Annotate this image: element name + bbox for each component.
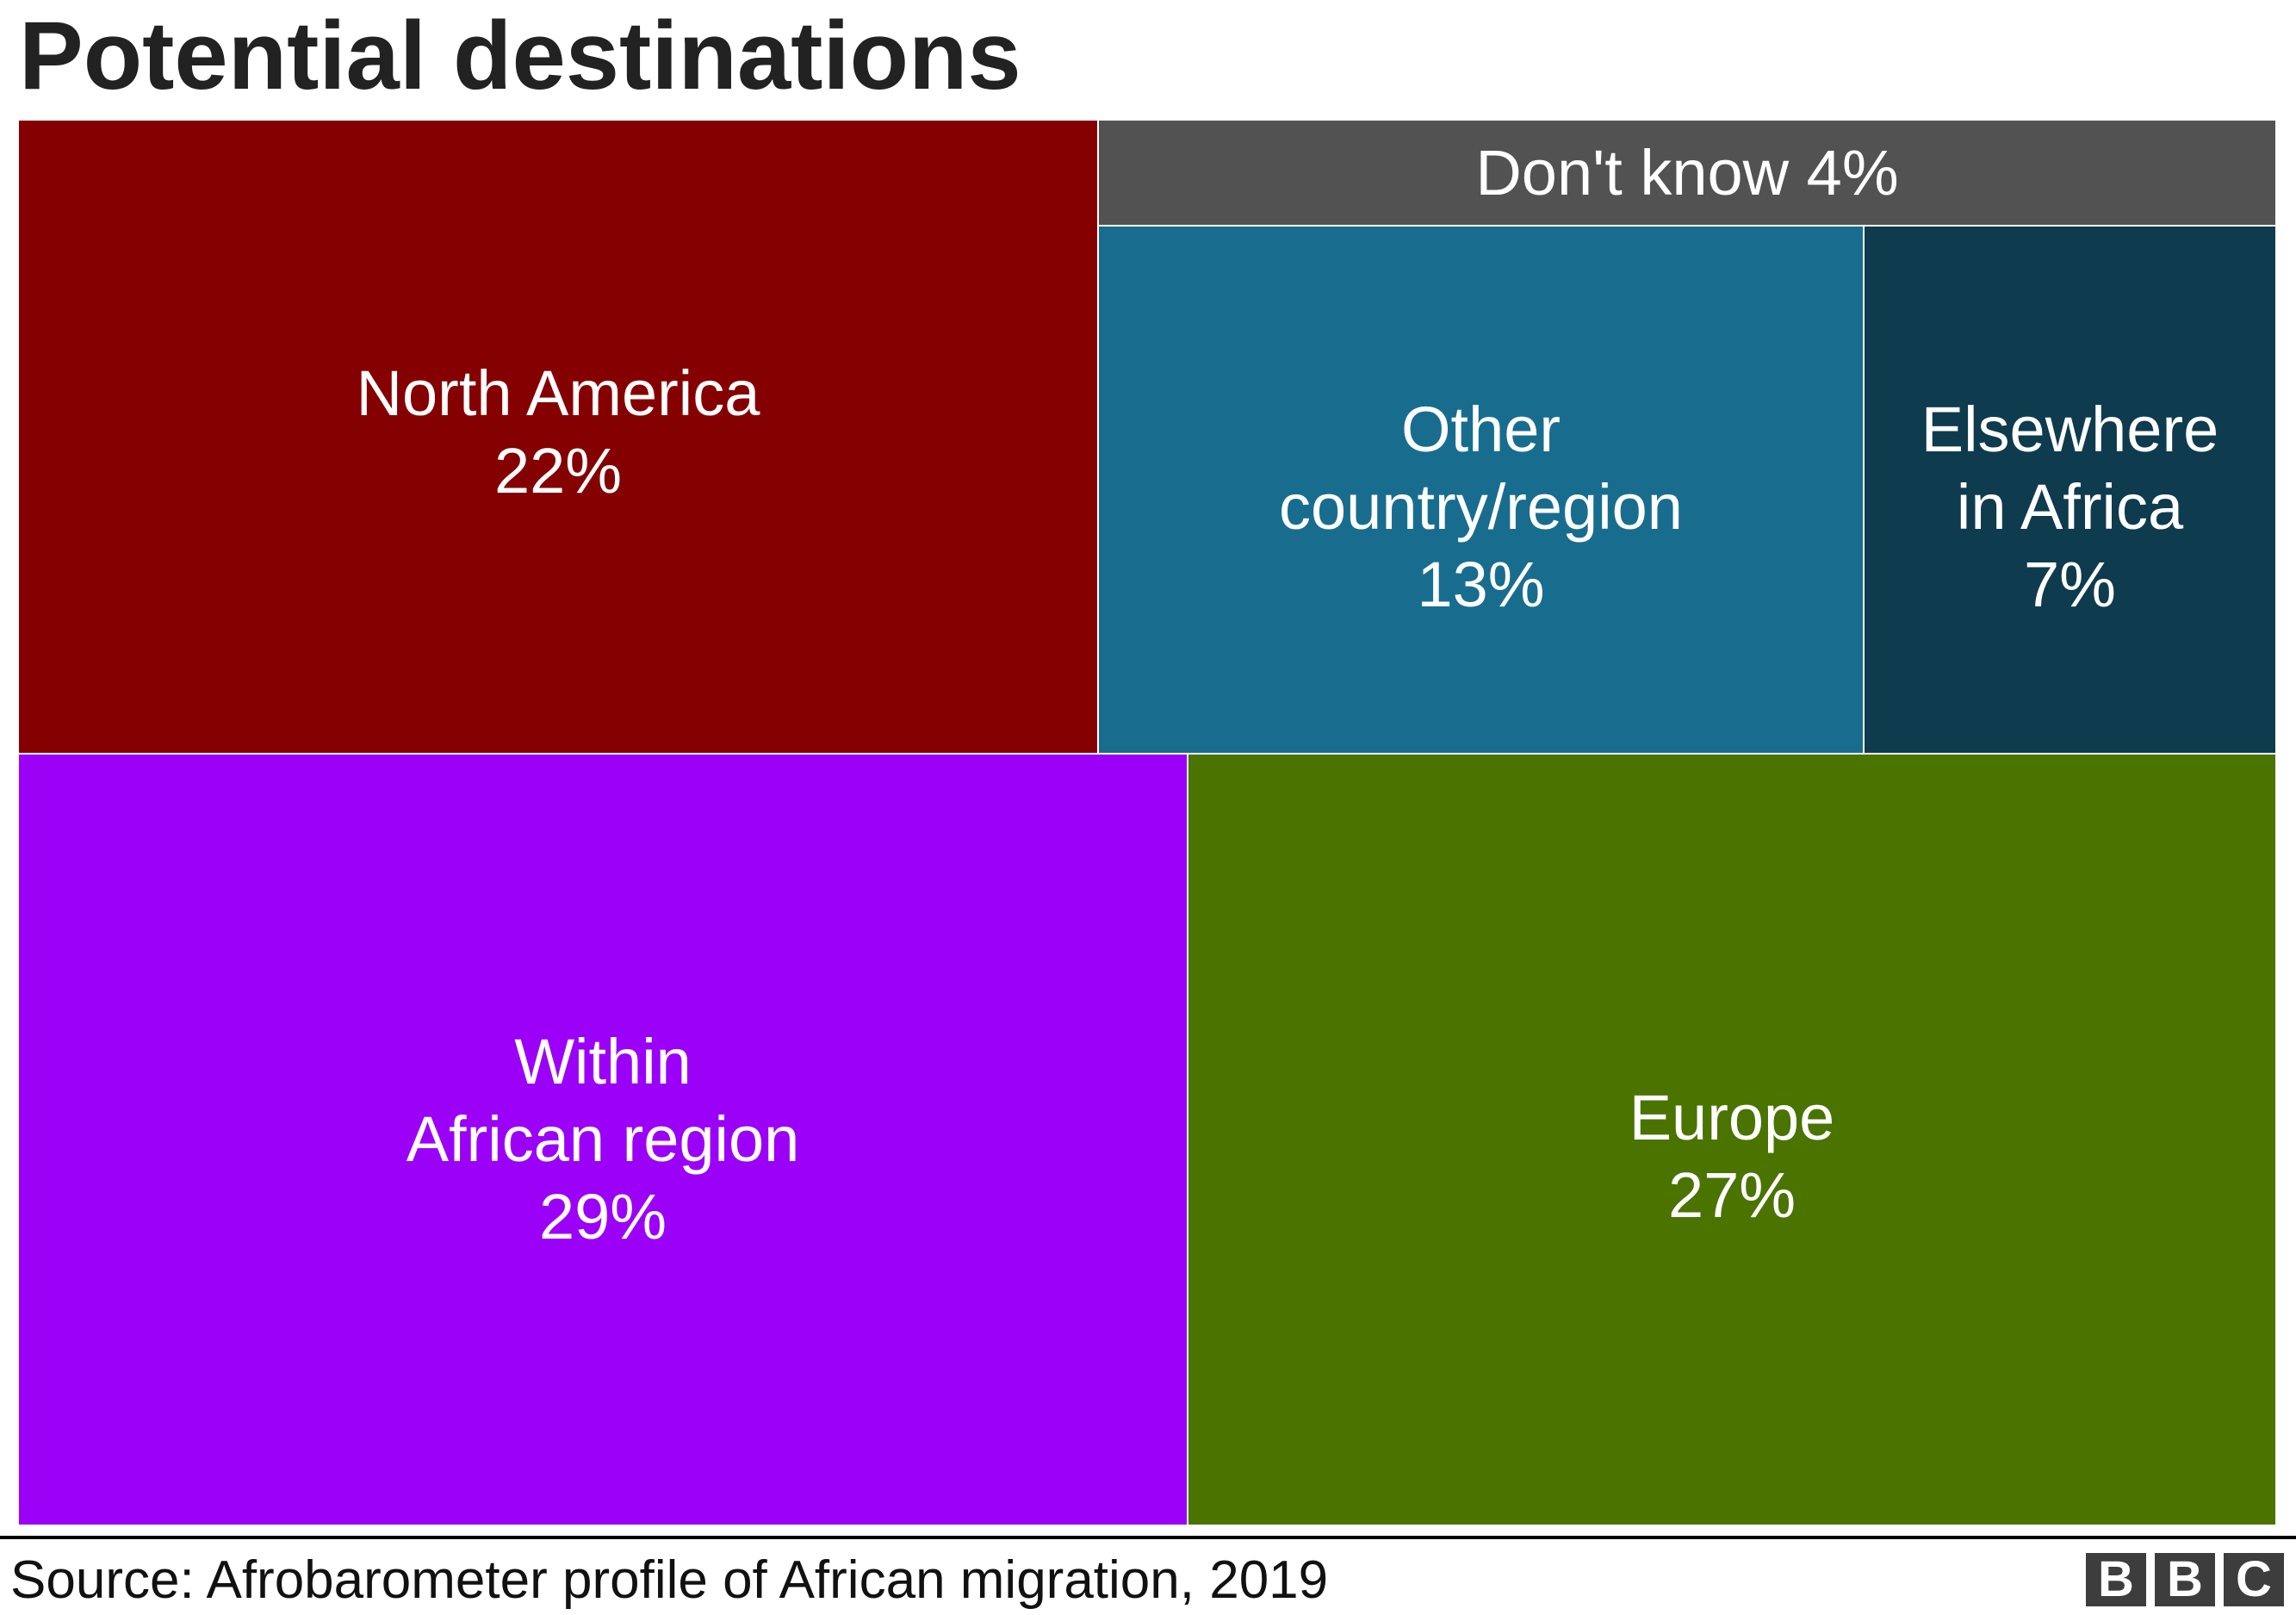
treemap-tile-other-country-region: Other country/region 13% (1099, 227, 1865, 755)
bbc-logo-letter-3: C (2224, 1553, 2284, 1606)
treemap-tile-label: North America 22% (356, 357, 760, 506)
treemap-tile-don-t-know: Don't know 4% (1099, 121, 2277, 227)
bbc-logo-letter-1: B (2086, 1553, 2146, 1606)
bbc-logo: B B C (2086, 1553, 2284, 1606)
treemap-tile-elsewhere-in-africa: Elsewhere in Africa 7% (1865, 227, 2277, 755)
treemap-tile-label: Elsewhere in Africa 7% (1921, 393, 2219, 620)
bbc-logo-letter-2: B (2155, 1553, 2215, 1606)
treemap-tile-label: Within African region 29% (406, 1026, 800, 1252)
footer-divider (0, 1536, 2296, 1539)
treemap-tile-label: Other country/region 13% (1279, 393, 1683, 620)
source-note: Source: Afrobarometer profile of African… (10, 1550, 1329, 1610)
treemap-tile-label: Europe 27% (1629, 1082, 1835, 1231)
treemap-tile-within-african-region: Within African region 29% (19, 755, 1188, 1526)
chart-title: Potential destinations (19, 2, 1021, 109)
treemap-tile-north-america: North America 22% (19, 121, 1099, 755)
treemap-tile-europe: Europe 27% (1188, 755, 2277, 1526)
treemap-tile-label: Don't know 4% (1475, 136, 1899, 208)
